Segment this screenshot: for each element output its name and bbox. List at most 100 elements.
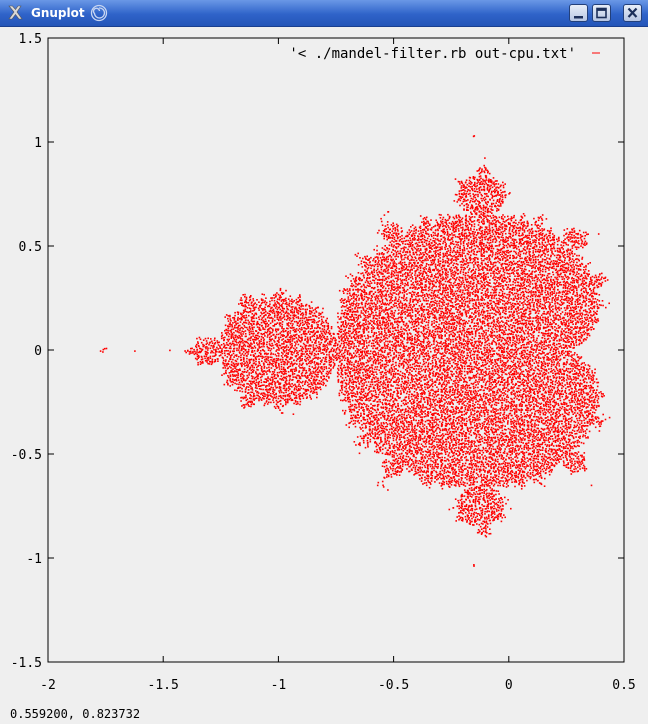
data-point bbox=[586, 242, 588, 244]
data-point bbox=[367, 310, 369, 313]
data-point bbox=[526, 285, 528, 287]
data-point bbox=[577, 280, 579, 282]
data-point bbox=[553, 239, 555, 242]
data-point bbox=[444, 225, 447, 227]
data-point bbox=[391, 310, 393, 312]
data-point bbox=[467, 226, 469, 229]
data-point bbox=[387, 290, 389, 292]
data-point bbox=[380, 268, 383, 271]
data-point bbox=[571, 240, 574, 242]
maximize-button[interactable] bbox=[592, 4, 611, 22]
data-point bbox=[504, 239, 506, 242]
data-point bbox=[430, 246, 432, 249]
data-point bbox=[353, 296, 355, 298]
data-point bbox=[429, 271, 431, 273]
data-point bbox=[397, 224, 399, 227]
data-point bbox=[470, 258, 472, 260]
data-point bbox=[420, 304, 423, 306]
data-point bbox=[546, 236, 548, 238]
data-point bbox=[376, 285, 379, 288]
data-point bbox=[391, 270, 393, 272]
data-point bbox=[427, 220, 429, 223]
data-point bbox=[416, 250, 418, 252]
data-point bbox=[361, 296, 363, 298]
data-point bbox=[455, 308, 457, 310]
data-point bbox=[411, 290, 414, 293]
data-point bbox=[551, 291, 553, 293]
data-point bbox=[585, 310, 587, 313]
data-point bbox=[577, 286, 580, 288]
data-point bbox=[479, 186, 482, 188]
data-point bbox=[581, 278, 584, 280]
data-point bbox=[467, 274, 469, 277]
data-point bbox=[510, 306, 513, 308]
data-point bbox=[461, 305, 463, 307]
data-point bbox=[365, 296, 368, 298]
data-point bbox=[406, 265, 408, 268]
close-button[interactable] bbox=[623, 4, 642, 22]
data-point bbox=[594, 280, 596, 283]
data-point bbox=[435, 302, 437, 304]
data-point bbox=[590, 283, 593, 285]
data-point bbox=[437, 277, 439, 279]
data-point bbox=[390, 280, 392, 282]
data-point bbox=[400, 240, 403, 243]
x-icon[interactable] bbox=[6, 4, 24, 22]
data-point bbox=[460, 296, 462, 298]
data-point bbox=[365, 302, 367, 305]
data-point bbox=[467, 242, 470, 244]
plot-area[interactable]: -2 -1.5 -1 -0.5 0 0.5 1.5 1 0.5 0 -0.5 -1 -1.5 '< ./… bbox=[0, 28, 648, 704]
data-point bbox=[401, 287, 404, 289]
data-point bbox=[469, 308, 472, 310]
data-point bbox=[527, 307, 529, 309]
data-point bbox=[511, 244, 514, 247]
data-point bbox=[531, 232, 534, 234]
data-point bbox=[415, 232, 417, 234]
data-point bbox=[483, 274, 486, 276]
data-point bbox=[487, 232, 489, 235]
data-point bbox=[411, 269, 413, 271]
data-point bbox=[585, 291, 588, 293]
data-point bbox=[416, 253, 418, 256]
data-point bbox=[571, 258, 574, 260]
data-point bbox=[244, 305, 246, 308]
data-point bbox=[481, 183, 483, 186]
data-point bbox=[409, 251, 411, 254]
data-point bbox=[417, 237, 420, 240]
data-point bbox=[554, 263, 557, 265]
data-point bbox=[417, 262, 419, 264]
data-point bbox=[576, 258, 578, 260]
data-point bbox=[488, 249, 490, 251]
data-point bbox=[542, 270, 544, 273]
data-point bbox=[305, 312, 308, 314]
data-point bbox=[284, 312, 287, 314]
data-point bbox=[515, 262, 518, 265]
data-point bbox=[507, 284, 510, 286]
mandelbrot-scatter-chart[interactable]: -2 -1.5 -1 -0.5 0 0.51.510.50-0.5-1-1.5 '< ./… bbox=[0, 28, 648, 704]
data-point bbox=[556, 311, 559, 313]
data-point bbox=[391, 230, 394, 232]
data-point bbox=[452, 216, 455, 219]
data-point bbox=[288, 305, 291, 307]
data-point bbox=[496, 191, 499, 194]
data-point bbox=[560, 307, 562, 310]
data-point bbox=[510, 264, 513, 267]
data-point bbox=[318, 312, 320, 314]
minimize-button[interactable] bbox=[569, 4, 588, 22]
data-point bbox=[493, 185, 496, 187]
data-point bbox=[380, 261, 383, 263]
data-point bbox=[416, 265, 418, 268]
data-point bbox=[457, 180, 460, 183]
data-point bbox=[402, 309, 404, 312]
data-point bbox=[311, 307, 313, 309]
data-point bbox=[506, 272, 508, 275]
data-point bbox=[528, 236, 530, 239]
data-point bbox=[400, 307, 403, 309]
data-point bbox=[421, 233, 424, 236]
data-point bbox=[581, 280, 584, 282]
data-point bbox=[388, 275, 390, 278]
data-point bbox=[348, 309, 350, 311]
data-point bbox=[490, 291, 492, 294]
title-bar[interactable]: Gnuplot bbox=[0, 0, 648, 27]
data-point bbox=[500, 295, 503, 297]
